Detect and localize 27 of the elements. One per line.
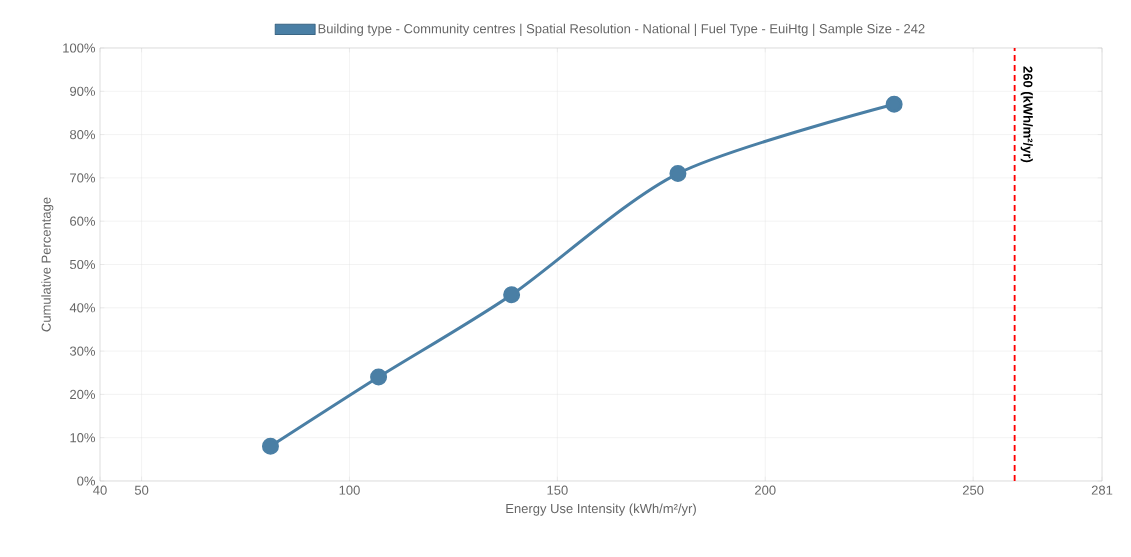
- y-tick-label: 80%: [70, 129, 96, 140]
- point: [669, 165, 687, 183]
- x-tick-label: 100: [339, 485, 360, 495]
- y-tick-label: 90%: [70, 86, 96, 96]
- y-tick-label: 30%: [69, 346, 96, 356]
- y-tick-label: 50%: [69, 259, 96, 270]
- ref-line-label: 260 (kWh/m²/yr): [1020, 66, 1033, 163]
- y-axis-title: Cumulative Percentage: [41, 197, 54, 332]
- y-tick-label: 70%: [70, 173, 96, 183]
- point: [261, 437, 279, 455]
- legend-label: Building type - Community centres | Spatial Resolution - National | Fuel Type - EuiHtg | Sample Size - 242: [318, 23, 925, 36]
- point: [370, 368, 388, 386]
- x-axis-title: Energy Use Intensity (kWh/m²/yr): [506, 503, 696, 516]
- y-tick-label: 20%: [70, 389, 96, 399]
- point: [503, 286, 521, 304]
- x-tick-label: 150: [547, 485, 568, 495]
- x-tick-label: 200: [755, 485, 776, 495]
- y-tick-label: 100%: [63, 43, 96, 53]
- y-tick-label: 0%: [77, 476, 96, 486]
- x-tick-label: 50: [134, 485, 149, 495]
- point: [885, 95, 903, 113]
- x-tick-label: 281: [1091, 485, 1113, 495]
- x-tick-label: 250: [962, 485, 984, 495]
- x-tick-label: 40: [93, 485, 107, 495]
- y-tick-label: 40%: [69, 303, 96, 313]
- y-tick-label: 60%: [70, 216, 96, 226]
- y-tick-label: 10%: [70, 433, 96, 443]
